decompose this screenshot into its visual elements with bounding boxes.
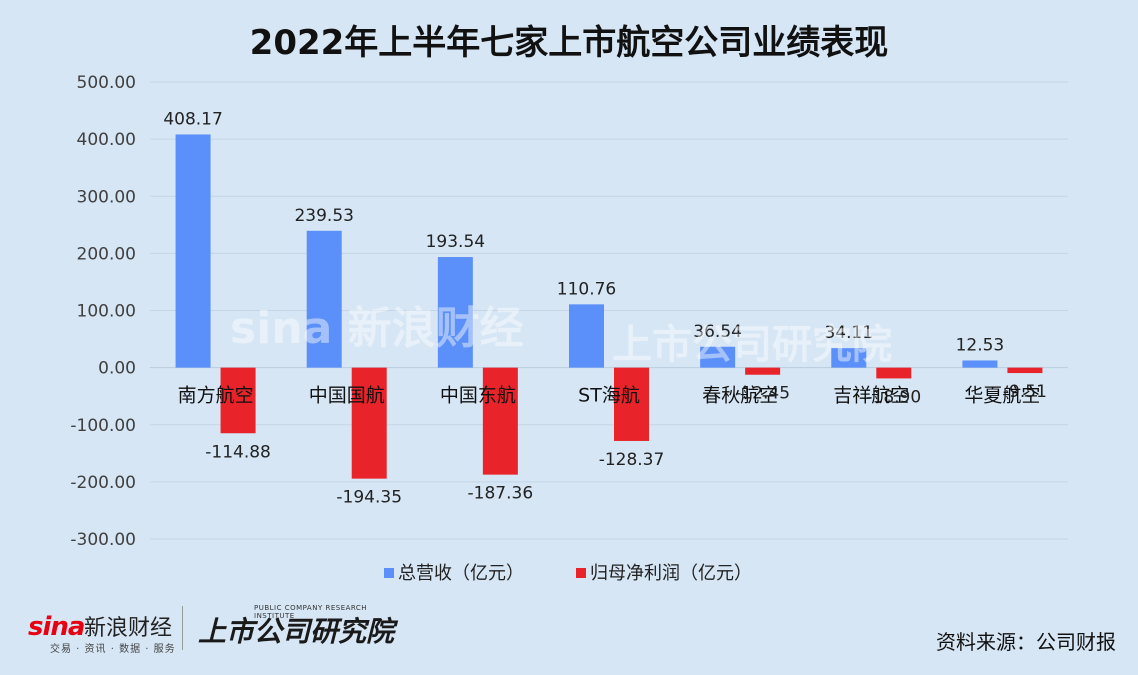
net-profit-value-label: -194.35 — [336, 488, 402, 508]
revenue-value-label: 34.11 — [824, 323, 873, 343]
y-tick-label: -300.00 — [70, 530, 136, 550]
legend: 总营收（亿元） 归母净利润（亿元） — [384, 563, 752, 584]
revenue-bar — [175, 134, 211, 368]
net-profit-value-label: -12.45 — [735, 384, 790, 404]
logo-divider — [182, 606, 183, 650]
legend-swatch-revenue — [384, 568, 394, 578]
category-label: 春秋航空 — [702, 385, 778, 407]
revenue-value-label: 36.54 — [693, 322, 742, 342]
y-tick-label: 500.00 — [77, 73, 136, 93]
revenue-bar — [962, 360, 998, 368]
category-label: 华夏航空 — [964, 385, 1040, 407]
net-profit-value-label: -187.36 — [468, 484, 534, 504]
category-label: 中国东航 — [440, 385, 516, 407]
category-label: 中国国航 — [309, 385, 385, 407]
sina-name: 新浪财经 — [84, 616, 173, 641]
net-profit-value-label: -9.51 — [1003, 382, 1047, 402]
category-label: 南方航空 — [178, 385, 254, 407]
net-profit-bar — [220, 367, 256, 434]
y-tick-label: 100.00 — [77, 302, 136, 322]
net-profit-bar — [482, 367, 518, 475]
y-tick-label: 200.00 — [77, 244, 136, 264]
revenue-bar — [700, 346, 736, 368]
category-labels: 南方航空 中国国航 中国东航 ST海航 春秋航空 吉祥航空 华夏航空 — [178, 385, 1041, 407]
revenue-bar — [437, 257, 473, 368]
chart-title: 2022年上半年七家上市航空公司业绩表现 — [250, 23, 889, 63]
revenue-value-label: 408.17 — [163, 109, 222, 129]
legend-swatch-net-profit — [576, 568, 586, 578]
bars — [175, 134, 1043, 479]
net-profit-bar — [876, 367, 912, 379]
y-tick-label: -200.00 — [70, 473, 136, 493]
y-axis-ticks: 500.00 400.00 300.00 200.00 100.00 0.00 -100.0… — [70, 73, 136, 550]
net-profit-bar — [745, 367, 781, 375]
y-tick-label: 300.00 — [77, 187, 136, 207]
y-tick-label: 0.00 — [98, 359, 136, 379]
legend-label-net-profit: 归母净利润（亿元） — [590, 563, 752, 584]
category-label: ST海航 — [578, 385, 640, 407]
category-label: 吉祥航空 — [833, 385, 909, 407]
footer-logos: sina 新浪财经 交易 · 资讯 · 数据 · 服务 PUBLIC COMPA… — [28, 604, 408, 655]
net-profit-bar — [614, 367, 649, 441]
net-profit-value-label: -114.88 — [205, 442, 271, 462]
revenue-bar — [831, 348, 867, 368]
value-labels: 408.17 -114.88 239.53 -194.35 193.54 -187.36 1… — [163, 109, 1047, 507]
net-profit-bar — [1007, 367, 1043, 374]
sina-logo: sina — [28, 612, 85, 642]
legend-label-revenue: 总营收（亿元） — [398, 563, 524, 584]
y-tick-label: 400.00 — [77, 130, 136, 150]
grid-lines — [150, 81, 1068, 540]
net-profit-value-label: -128.37 — [599, 450, 665, 470]
net-profit-bar — [351, 367, 387, 479]
institute-logo: 上市公司研究院 — [198, 615, 395, 648]
revenue-value-label: 12.53 — [956, 335, 1005, 355]
net-profit-value-label: -18.90 — [866, 387, 921, 407]
institute-tagline: PUBLIC COMPANY RESEARCH INSTITUTE — [254, 604, 368, 620]
revenue-bar — [569, 304, 604, 368]
y-tick-label: -100.00 — [70, 416, 136, 436]
sina-tagline: 交易 · 资讯 · 数据 · 服务 — [50, 644, 176, 655]
source-note: 资料来源：公司财报 — [936, 630, 1116, 654]
revenue-bar — [306, 230, 342, 368]
revenue-value-label: 239.53 — [294, 206, 353, 226]
revenue-value-label: 193.54 — [426, 232, 485, 252]
revenue-value-label: 110.76 — [557, 279, 616, 299]
